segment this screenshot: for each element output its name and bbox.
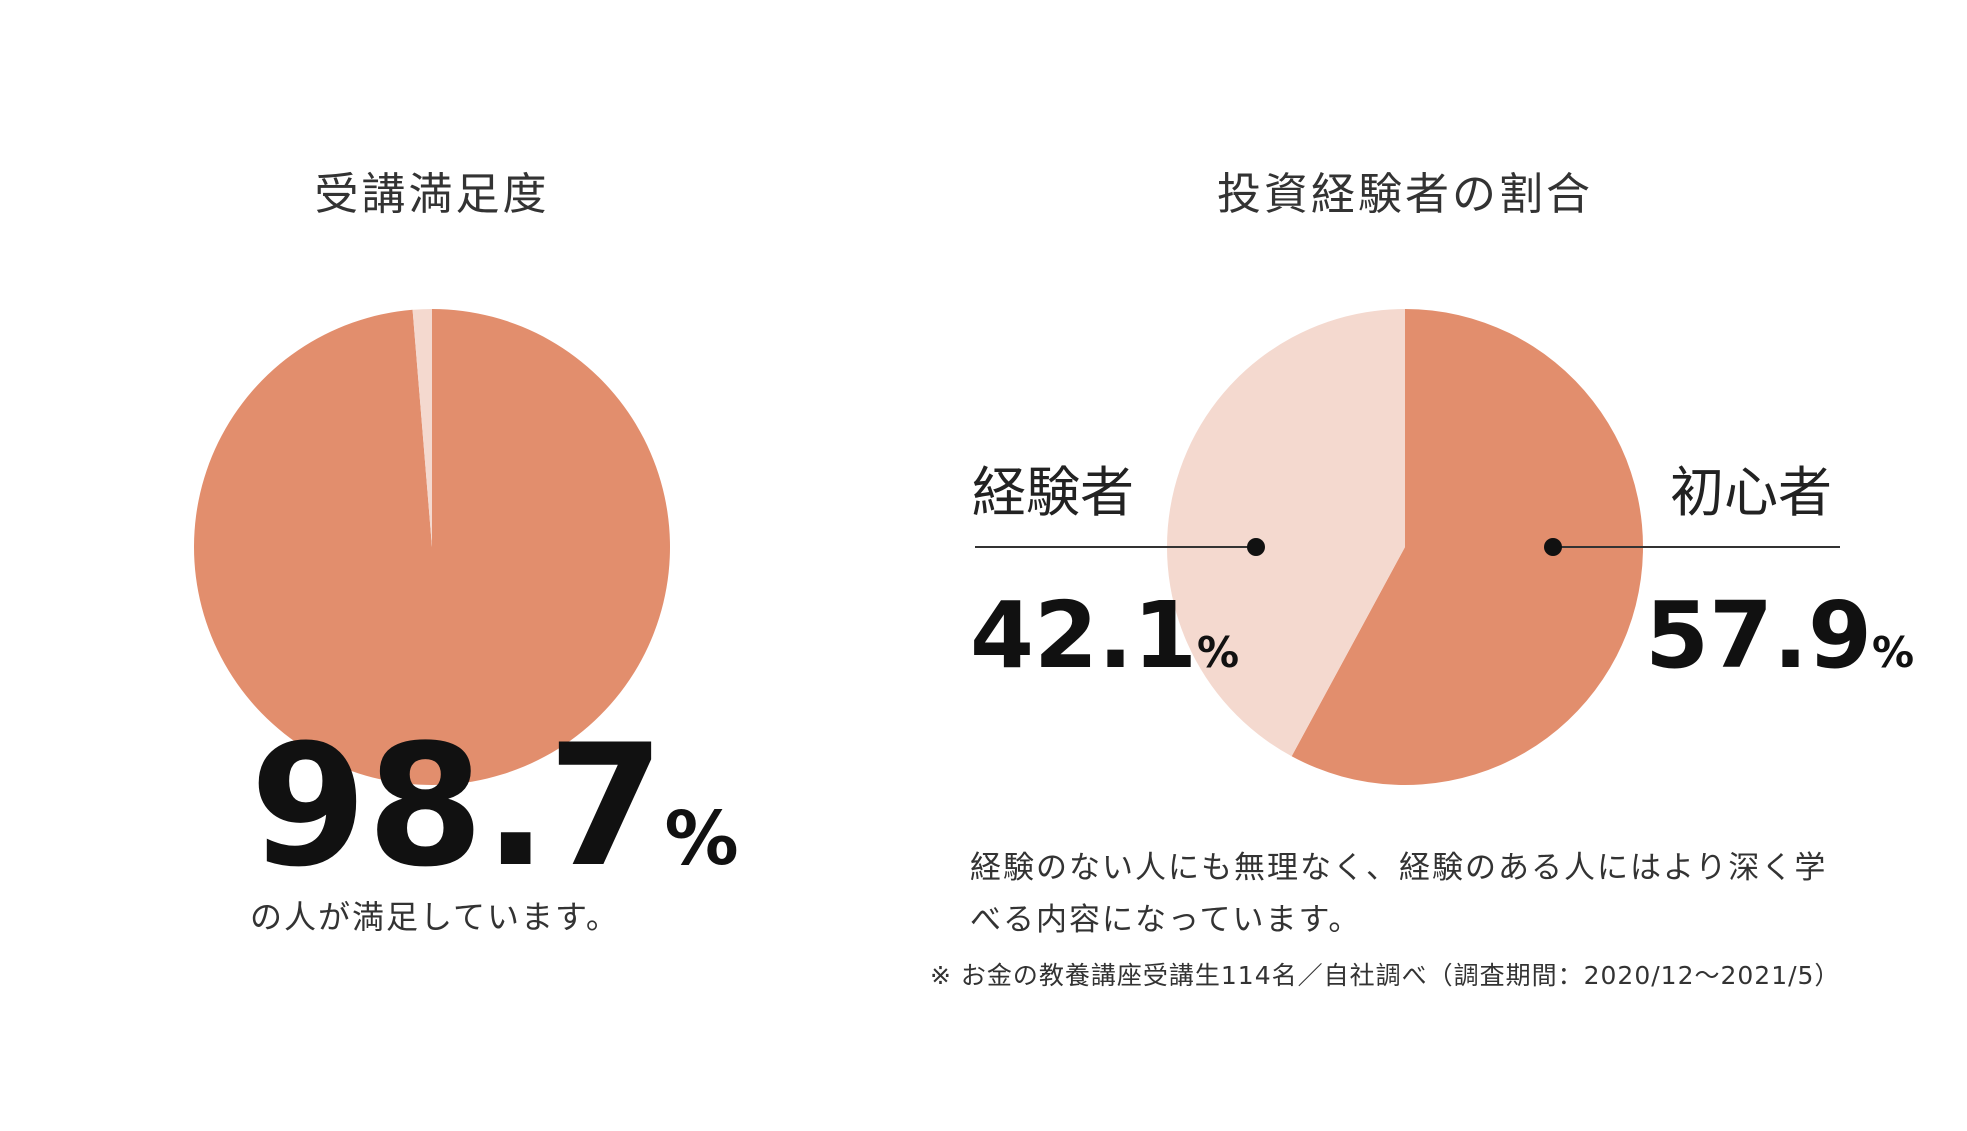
satisfaction-caption: の人が満足しています。 — [250, 898, 620, 936]
beginner-value: 57.9% — [1645, 590, 1914, 682]
satisfaction-pie-chart — [194, 308, 671, 785]
experience-pie-slice-1 — [1166, 309, 1405, 757]
satisfaction-value-number: 98.7 — [250, 708, 665, 904]
satisfaction-title: 受講満足度 — [314, 169, 550, 220]
experience-pie-chart — [1166, 309, 1643, 785]
experience-description-line-2: べる内容になっています。 — [970, 902, 1362, 938]
experienced-value-number: 42.1 — [970, 582, 1197, 689]
beginner-value-unit: % — [1872, 628, 1915, 677]
leader-lines — [975, 538, 1840, 556]
experience-description: 経験のない人にも無理なく、経験のある人にはより深く学 べる内容になっています。 — [970, 842, 1870, 946]
experienced-value-unit: % — [1197, 628, 1240, 677]
experience-description-line-1: 経験のない人にも無理なく、経験のある人にはより深く学 — [970, 850, 1828, 886]
experienced-value: 42.1% — [970, 590, 1239, 682]
experience-title: 投資経験者の割合 — [1217, 169, 1593, 220]
beginner-value-number: 57.9 — [1645, 582, 1872, 689]
satisfaction-pie-slice-0 — [194, 308, 671, 785]
beginner-label: 初心者 — [1670, 461, 1832, 524]
leader-dot-experienced — [1247, 538, 1265, 556]
experience-pie-slice-0 — [1291, 309, 1643, 785]
experienced-label: 経験者 — [972, 461, 1134, 524]
survey-note: ※ お金の教養講座受講生114名／自社調べ（調査期間：2020/12～2021/… — [930, 961, 1841, 990]
satisfaction-value-unit: % — [664, 796, 739, 882]
leader-dot-beginner — [1544, 538, 1562, 556]
satisfaction-pie-slice-1 — [412, 309, 432, 547]
satisfaction-value: 98.7% — [250, 722, 739, 890]
